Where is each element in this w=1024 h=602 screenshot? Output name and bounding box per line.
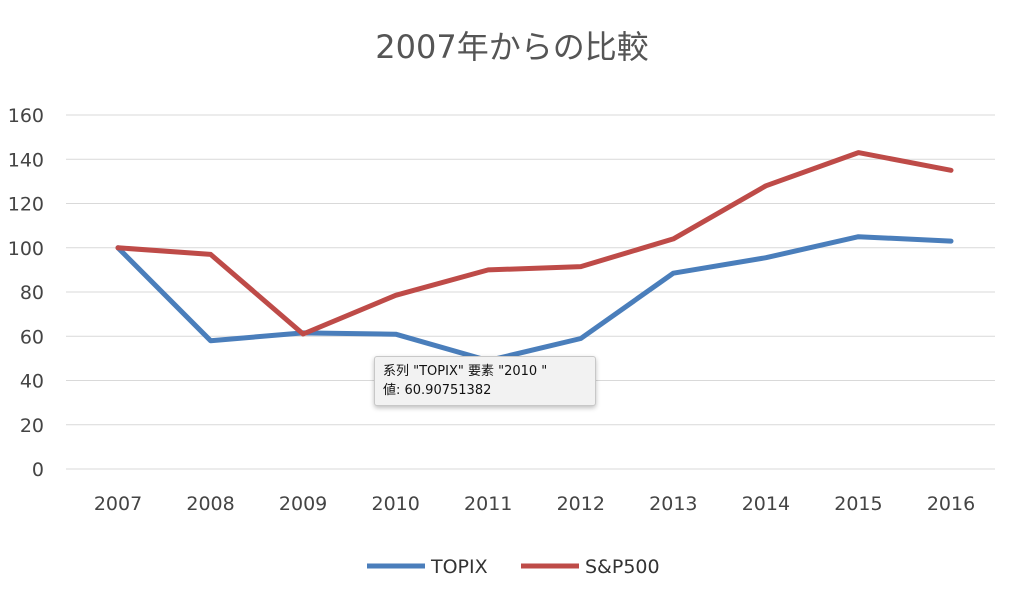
y-tick-label: 0 (32, 459, 44, 481)
x-tick-label: 2011 (464, 493, 512, 515)
chart-title: 2007年からの比較 (375, 28, 648, 66)
x-axis-ticks: 2007 2008 2009 2010 2011 2012 2013 2014 2015 2016 (94, 493, 975, 515)
x-tick-label: 2007 (94, 493, 142, 515)
x-tick-label: 2008 (186, 493, 234, 515)
y-tick-label: 20 (20, 415, 44, 437)
series-line-sp500 (115, 150, 954, 337)
tooltip-series-element: 系列 "TOPIX" 要素 "2010 " (383, 364, 548, 379)
series-lines (115, 150, 954, 364)
tooltip-value: 値: 60.90751382 (383, 383, 492, 398)
data-tooltip: 系列 "TOPIX" 要素 "2010 " 値: 60.90751382 (374, 356, 596, 406)
y-tick-label: 80 (20, 282, 44, 304)
x-tick-label: 2013 (649, 493, 697, 515)
y-tick-label: 120 (8, 194, 44, 216)
y-axis-ticks: 0 20 40 60 80 100 120 140 160 (8, 105, 44, 481)
x-tick-label: 2012 (557, 493, 605, 515)
x-tick-label: 2009 (279, 493, 327, 515)
x-tick-label: 2015 (834, 493, 882, 515)
gridlines (66, 114, 995, 470)
y-tick-label: 100 (8, 238, 44, 260)
legend-label-sp500: S&P500 (585, 556, 660, 578)
series-line-topix (115, 234, 954, 364)
x-tick-label: 2014 (742, 493, 790, 515)
y-tick-label: 160 (8, 105, 44, 127)
legend-label-topix: TOPIX (430, 556, 488, 578)
x-tick-label: 2016 (927, 493, 975, 515)
legend: TOPIX S&P500 (367, 556, 660, 578)
y-tick-label: 140 (8, 149, 44, 171)
y-tick-label: 40 (20, 371, 44, 393)
x-tick-label: 2010 (371, 493, 419, 515)
y-tick-label: 60 (20, 326, 44, 348)
